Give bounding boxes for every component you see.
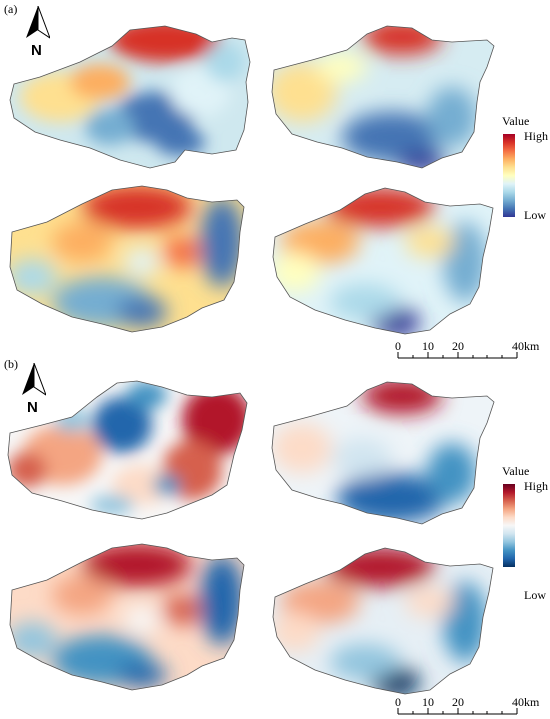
map-b2 (271, 381, 495, 525)
panel-a-label: (a) (4, 2, 18, 16)
scale-tick-0: 0 (395, 695, 401, 709)
map-a2 (271, 25, 495, 169)
map-b4 (272, 547, 494, 695)
map-b3 (9, 543, 245, 691)
legend-high-label: High (524, 129, 548, 143)
panel-b-label: (b) (4, 357, 18, 371)
scale-tick-20: 20 (452, 339, 464, 353)
north-arrow-icon (22, 363, 46, 396)
map-a3 (9, 185, 245, 333)
scale-tick-10: 10 (422, 695, 434, 709)
legend-title: Value (502, 464, 530, 478)
north-arrow-icon (26, 6, 50, 39)
legend-low-label: Low (524, 588, 546, 602)
north-label: N (31, 42, 42, 59)
legend-title: Value (502, 114, 530, 128)
legend-color-ramp (503, 134, 515, 217)
scale-tick-10: 10 (422, 339, 434, 353)
scale-tick-0: 0 (395, 339, 401, 353)
scale-end-label: 40km (512, 339, 540, 353)
north-label: N (27, 399, 38, 416)
map-b1 (7, 380, 248, 520)
legend-color-ramp (503, 484, 515, 567)
legend-high-label: High (524, 479, 548, 493)
scale-bar (397, 352, 518, 359)
map-a1 (9, 25, 251, 169)
map-a4 (272, 187, 494, 335)
legend-low-label: Low (524, 208, 546, 222)
scale-tick-20: 20 (452, 695, 464, 709)
scale-bar (397, 708, 518, 715)
scale-end-label: 40km (512, 695, 540, 709)
